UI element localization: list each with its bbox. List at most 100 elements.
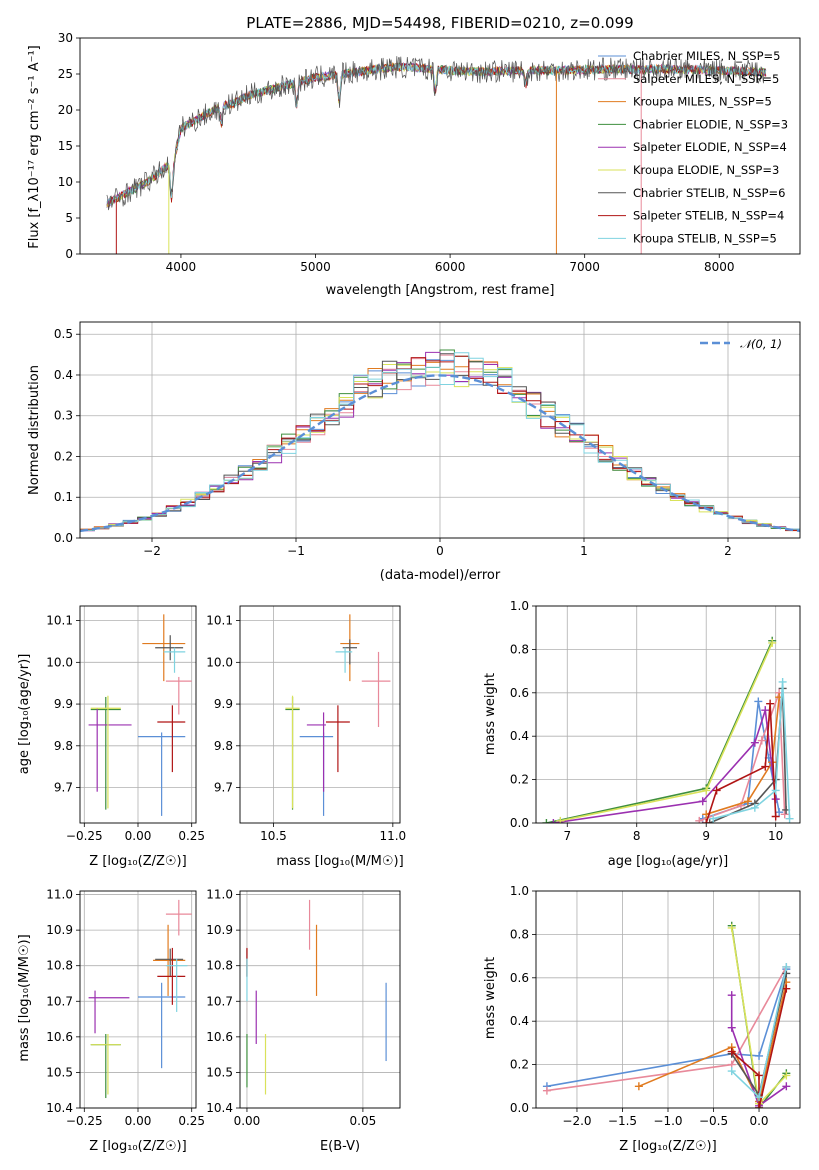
- y-tick-label: 9.9: [214, 697, 233, 711]
- weight-marker-salpeter_elodie: [727, 991, 736, 1000]
- plot-layer: 4000 5000 6000 7000 8000051015202530Chabrier…: [46, 31, 801, 1128]
- errorbars-mass_vs_ebv: [246, 899, 387, 1095]
- weight-marker-salpeter_elodie: [750, 738, 759, 747]
- weight-marker-kroupa_stelib: [727, 1067, 736, 1076]
- y-tick-label: 9.7: [54, 781, 73, 795]
- x-tick-label: −0.5: [699, 1114, 728, 1128]
- y-tick-label: 0.2: [54, 449, 73, 463]
- weight-marker-kroupa_stelib: [750, 803, 759, 812]
- y-tick-label: 0.6: [510, 971, 529, 985]
- x-tick-label: 10: [768, 829, 783, 843]
- x-tick-label: −0.25: [66, 1114, 103, 1128]
- legend-label-kroupa_stelib: Kroupa STELIB, N_SSP=5: [633, 231, 777, 245]
- y-tick-label: 10.4: [206, 1101, 233, 1115]
- weight-marker-kroupa_stelib: [778, 677, 787, 686]
- x-tick-label: −1.0: [653, 1114, 682, 1128]
- weight-marker-salpeter_stelib: [712, 786, 721, 795]
- axes-frame: [79, 37, 801, 255]
- y-tick-label: 10.0: [206, 655, 233, 669]
- y-tick-label: 9.9: [54, 697, 73, 711]
- weight-marker-kroupa_elodie: [782, 1071, 791, 1080]
- weight-marker-salpeter_stelib: [702, 819, 711, 823]
- mass-z-ylabel: mass [log₁₀(M/M☉)]: [17, 934, 32, 1061]
- weight-marker-kroupa_elodie: [727, 923, 736, 932]
- spectrum-ylabel: Flux [f_λ10⁻¹⁷ erg cm⁻² s⁻¹ A⁻¹]: [27, 45, 42, 249]
- weight-marker-salpeter_miles: [780, 810, 789, 819]
- weight-line-chabrier_elodie: [546, 640, 773, 823]
- y-tick-label: 10.5: [46, 1065, 73, 1079]
- x-tick-label: 0.25: [178, 829, 205, 843]
- y-tick-label: 0.1: [54, 490, 73, 504]
- x-tick-label: 4000: [166, 260, 197, 274]
- x-tick-label: 0.00: [234, 1114, 261, 1128]
- weight-line-salpeter_elodie: [730, 995, 787, 1108]
- axes-frame: [79, 321, 801, 539]
- weight-marker-chabrier_miles: [775, 808, 784, 817]
- legend-label-salpeter_elodie: Salpeter ELODIE, N_SSP=4: [633, 140, 787, 154]
- x-tick-label: 0.00: [125, 829, 152, 843]
- y-tick-label: 11.0: [46, 888, 73, 902]
- y-tick-label: 10.9: [46, 923, 73, 937]
- y-tick-label: 0.8: [510, 642, 529, 656]
- weight-marker-salpeter_stelib: [727, 1047, 736, 1056]
- x-tick-label: −2: [143, 544, 161, 558]
- weight-marker-salpeter_stelib: [771, 812, 780, 821]
- spectrum-legend: Chabrier MILES, N_SSP=5 Salpeter MILES, N…: [598, 49, 788, 245]
- axes-frame: [535, 605, 801, 824]
- age-z-xlabel: Z [log₁₀(Z/Z☉)]: [89, 854, 186, 869]
- age-mass-xlabel: mass [log₁₀(M/M☉)]: [276, 854, 403, 869]
- legend-label-salpeter_miles: Salpeter MILES, N_SSP=5: [633, 72, 779, 86]
- y-tick-label: 10.1: [46, 614, 73, 628]
- x-tick-label: 0.00: [125, 1114, 152, 1128]
- weight-line-kroupa_elodie: [560, 642, 773, 822]
- weight-line-salpeter_miles: [546, 966, 787, 1092]
- spectrum-lines: [106, 56, 767, 254]
- x-tick-label: −0.25: [66, 829, 103, 843]
- y-tick-label: 30: [58, 31, 73, 45]
- axes-mass_vs_Z: [76, 891, 196, 1112]
- y-tick-label: 0.0: [510, 816, 529, 830]
- model-spectrum-kroupa_stelib: [106, 62, 767, 206]
- weight-marker-kroupa_miles: [634, 1082, 643, 1091]
- weight-age-ylabel: mass weight: [483, 673, 498, 755]
- axes-age_vs_mass: [236, 606, 400, 827]
- axes-mass_vs_ebv: [236, 891, 400, 1112]
- weight-marker-kroupa_miles: [743, 797, 752, 806]
- observed-spectrum: [106, 56, 767, 211]
- x-tick-label: 0.25: [178, 1114, 205, 1128]
- mass-z-xlabel: Z [log₁₀(Z/Z☉)]: [89, 1139, 186, 1154]
- residuals-ylabel: Normed distribution: [27, 365, 42, 495]
- weight-z-xlabel: Z [log₁₀(Z/Z☉)]: [619, 1139, 716, 1154]
- y-tick-label: 0.0: [54, 531, 73, 545]
- x-tick-label: 5000: [300, 260, 331, 274]
- y-tick-label: 10.7: [46, 994, 73, 1008]
- weight-line-chabrier_miles: [702, 701, 780, 820]
- weight-marker-kroupa_stelib: [785, 814, 794, 823]
- legend-label-chabrier_elodie: Chabrier ELODIE, N_SSP=3: [633, 117, 788, 131]
- weight-marker-salpeter_elodie: [698, 797, 707, 806]
- y-tick-label: 0.0: [510, 1101, 529, 1115]
- x-tick-label: 8: [633, 829, 641, 843]
- y-tick-label: 0.3: [54, 409, 73, 423]
- legend-label-chabrier_miles: Chabrier MILES, N_SSP=5: [633, 49, 780, 63]
- y-tick-label: 11.0: [206, 888, 233, 902]
- legend-label-salpeter_stelib: Salpeter STELIB, N_SSP=4: [633, 209, 784, 223]
- y-tick-label: 10.8: [206, 959, 233, 973]
- weight-marker-kroupa_stelib: [782, 962, 791, 971]
- y-tick-label: 10.0: [46, 655, 73, 669]
- weight-marker-salpeter_stelib: [755, 1104, 764, 1108]
- weight-marker-salpeter_elodie: [761, 706, 770, 715]
- y-tick-label: 0.5: [54, 327, 73, 341]
- weight-marker-salpeter_elodie: [549, 819, 558, 823]
- legend-label-chabrier_stelib: Chabrier STELIB, N_SSP=6: [633, 186, 785, 200]
- x-tick-label: 7000: [569, 260, 600, 274]
- weight-marker-kroupa_elodie: [702, 786, 711, 795]
- weight-age-xlabel: age [log₁₀(age/yr)]: [608, 854, 729, 869]
- y-tick-label: 10.9: [206, 923, 233, 937]
- y-tick-label: 0.4: [510, 1014, 529, 1028]
- axes-residuals: [76, 322, 800, 542]
- residuals-xlabel: (data-model)/error: [380, 568, 501, 583]
- y-tick-label: 0: [65, 247, 73, 261]
- y-tick-label: 0.8: [510, 927, 529, 941]
